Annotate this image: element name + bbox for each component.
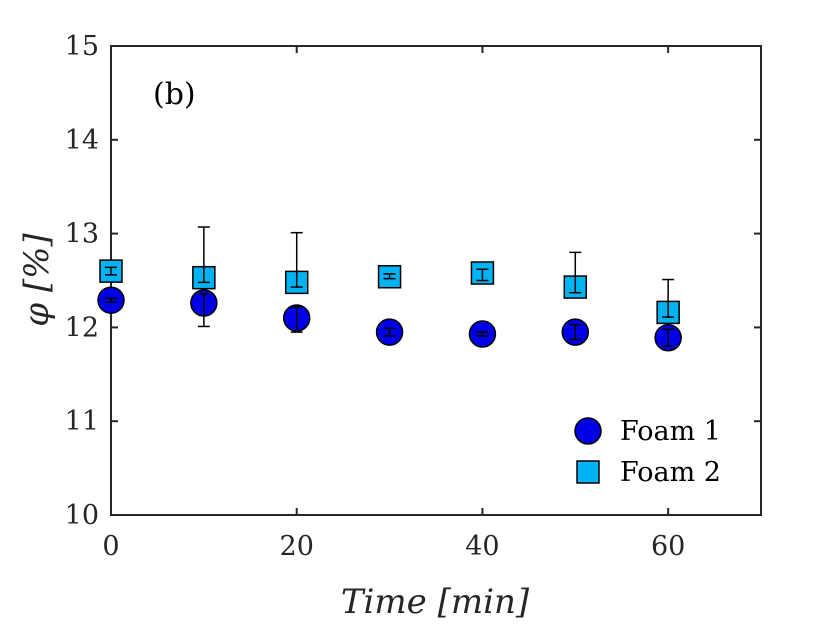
- y-tick-label: 11: [65, 406, 99, 437]
- x-tick-label: 60: [651, 531, 685, 562]
- legend-marker-foam2: [576, 460, 600, 484]
- legend: Foam 1 Foam 2: [574, 416, 721, 488]
- legend-label: Foam 2: [620, 457, 721, 488]
- x-tick-label: 0: [102, 531, 119, 562]
- series-2: [99, 226, 680, 325]
- y-tick-label: 15: [65, 31, 99, 62]
- series-1: [97, 286, 682, 352]
- y-tick-label: 12: [65, 312, 99, 343]
- x-tick-label: 40: [465, 531, 499, 562]
- legend-marker-foam1: [574, 417, 602, 445]
- x-tick-label: 20: [280, 531, 314, 562]
- y-tick-label: 10: [65, 500, 99, 531]
- y-tick-label: 14: [65, 125, 99, 156]
- plot-area: 10 11 12 13 14 15 0 20 40 60 Foam 1 Foam 2: [65, 31, 762, 562]
- y-axis-label: φ [%]: [17, 233, 57, 327]
- legend-label: Foam 1: [620, 416, 721, 447]
- panel-annotation: (b): [153, 77, 196, 112]
- x-axis-label: Time [min]: [341, 582, 530, 622]
- y-tick-label: 13: [65, 219, 99, 250]
